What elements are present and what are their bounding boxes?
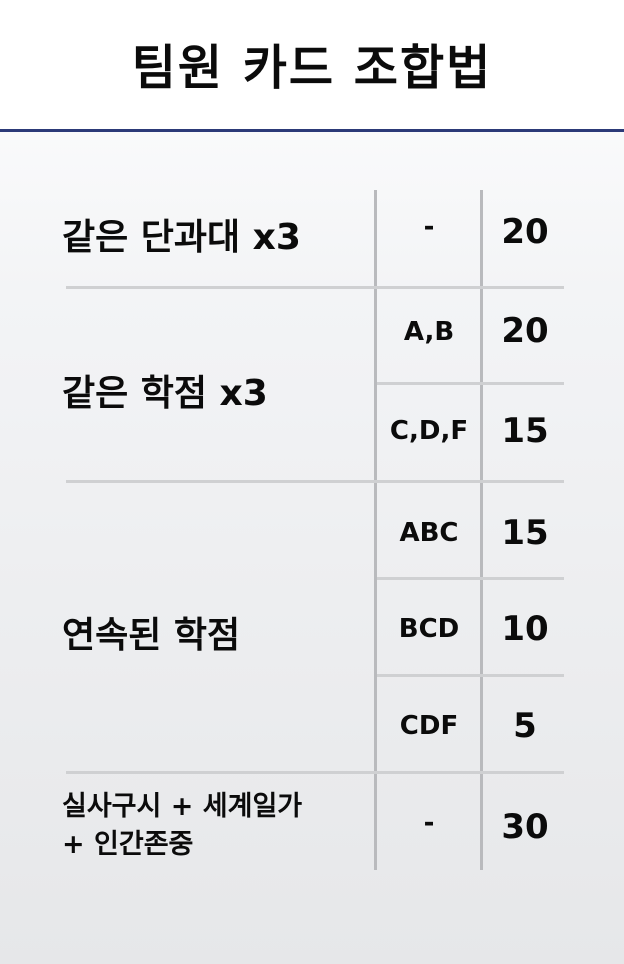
row-divider: [66, 771, 564, 774]
combo-points: 15: [501, 411, 549, 451]
combo-name-line1: 실사구시 + 세계일가: [62, 791, 303, 822]
column-divider-1: [374, 190, 377, 870]
row-divider: [377, 382, 564, 385]
combo-points: 30: [501, 807, 549, 847]
combo-name: 같은 단과대 x3: [62, 217, 301, 258]
column-divider-2: [480, 190, 483, 870]
combo-points: 5: [513, 706, 537, 746]
combo-condition: BCD: [398, 614, 460, 644]
row-divider: [377, 674, 564, 677]
combo-condition: -: [423, 808, 435, 838]
combo-points: 15: [501, 513, 549, 553]
combo-points: 10: [501, 609, 549, 649]
combo-condition: C,D,F: [389, 416, 469, 446]
row-divider: [66, 480, 564, 483]
combo-points: 20: [501, 311, 549, 351]
header-divider: [0, 129, 624, 132]
combo-name: 같은 학점 x3: [62, 373, 268, 414]
combo-condition: CDF: [399, 711, 459, 741]
header: 팀원 카드 조합법: [0, 0, 624, 129]
combo-name-line2: + 인간존중: [62, 829, 194, 860]
combo-name: 연속된 학점: [62, 615, 241, 656]
combo-points: 20: [501, 212, 549, 252]
row-divider: [377, 577, 564, 580]
combo-condition: A,B: [403, 317, 455, 347]
page-title: 팀원 카드 조합법: [131, 39, 493, 96]
combo-condition: -: [423, 212, 435, 242]
combo-condition: ABC: [399, 518, 459, 548]
row-divider: [66, 286, 564, 289]
